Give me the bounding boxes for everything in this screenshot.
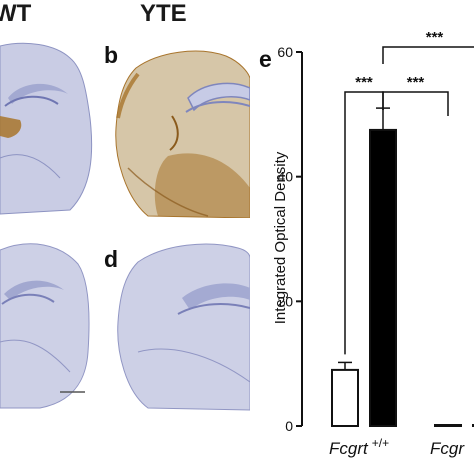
- panel-letter-e: e: [259, 46, 272, 72]
- y-axis-label: Integrated Optical Density: [272, 151, 289, 324]
- x-group-label: Fcgr: [430, 439, 465, 458]
- significance-bracket: ***: [382, 29, 474, 64]
- bar: [434, 424, 462, 427]
- bracket-line: [382, 91, 449, 116]
- x-group-label: Fcgrt +/+: [329, 436, 389, 458]
- bar: [331, 368, 359, 427]
- panel-letter-d: d: [104, 246, 119, 272]
- brain-section-yte-control: [117, 243, 250, 411]
- significance-label: ***: [355, 74, 373, 91]
- y-tick-label: 60: [277, 44, 293, 60]
- significance-label: ***: [426, 29, 444, 46]
- panel-letter-b: b: [104, 42, 119, 68]
- column-title-yte: YTE: [140, 0, 187, 27]
- y-tick-label: 0: [285, 418, 293, 434]
- bracket-line: [382, 46, 474, 64]
- significance-label: ***: [407, 74, 425, 91]
- y-tick-label: 20: [277, 293, 293, 309]
- y-tick-label: 40: [277, 169, 293, 185]
- brain-section-wt-control: [0, 243, 90, 409]
- column-title-wt: WT: [0, 0, 32, 27]
- brain-section-wt-stained: [0, 42, 93, 215]
- brain-section-yte-stained: [115, 50, 250, 218]
- bar: [369, 128, 397, 428]
- bar-chart: e Integrated Optical Density 0 20 40 60 ***…: [259, 29, 474, 458]
- significance-bracket: ***: [382, 74, 449, 116]
